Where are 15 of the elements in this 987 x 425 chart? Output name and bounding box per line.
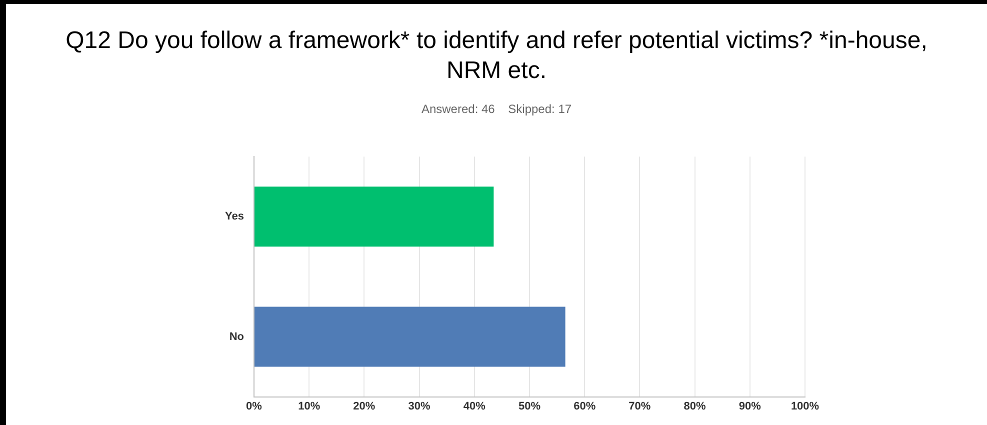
x-tick-label: 90% — [738, 400, 762, 412]
x-tick-label: 10% — [298, 400, 320, 412]
x-tick-label: 70% — [628, 400, 651, 412]
chart-title: Q12 Do you follow a framework* to identify and refer potential victims? *in-house, NRM etc. — [64, 26, 928, 86]
x-tick-label: 20% — [353, 400, 376, 412]
y-tick-label: No — [229, 330, 244, 343]
x-tick-label: 60% — [574, 400, 596, 412]
x-tick-label: 80% — [684, 400, 706, 412]
y-tick-label: Yes — [225, 210, 244, 223]
x-tick-label: 40% — [463, 400, 486, 412]
x-tick-label: 100% — [790, 400, 820, 412]
chart-subtitle: Answered: 46 Skipped: 17 — [420, 102, 573, 116]
x-tick-label: 0% — [246, 400, 262, 412]
x-tick-label: 30% — [408, 400, 431, 412]
x-tick-label: 50% — [518, 400, 541, 412]
